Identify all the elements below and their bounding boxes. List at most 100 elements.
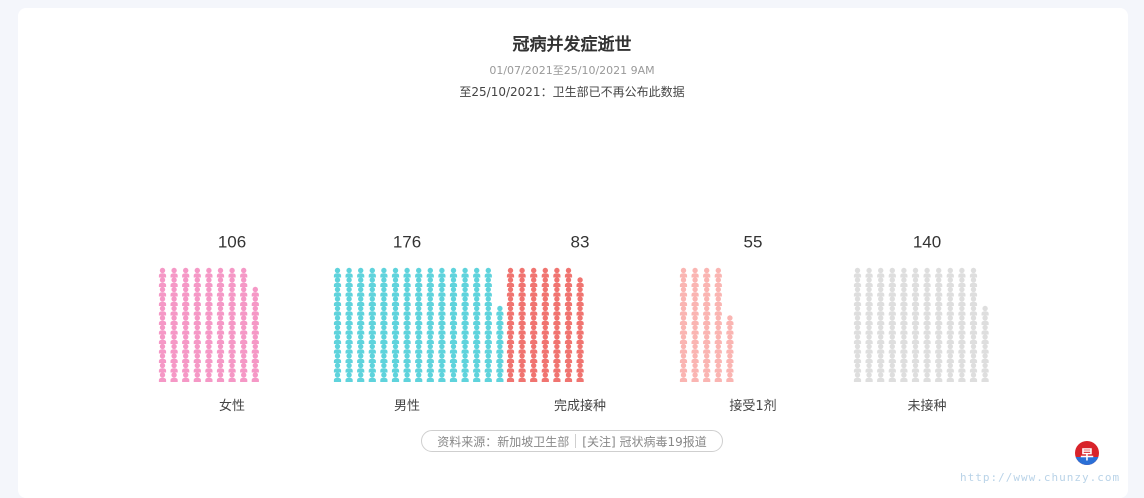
person-icon <box>969 334 978 344</box>
person-icon <box>900 267 908 278</box>
person-icon <box>703 277 711 287</box>
person-icon <box>714 324 722 335</box>
person-icon <box>946 315 954 325</box>
person-icon <box>240 353 248 363</box>
person-icon <box>391 286 400 297</box>
person-icon <box>679 286 688 297</box>
person-icon <box>438 324 446 335</box>
person-icon <box>228 362 236 373</box>
person-icon <box>553 343 561 354</box>
person-icon <box>403 286 411 297</box>
person-icon <box>368 305 376 316</box>
person-icon <box>888 324 896 335</box>
person-icon <box>426 372 434 382</box>
person-icon <box>900 296 908 306</box>
person-icon <box>703 343 711 354</box>
person-icon <box>877 315 885 325</box>
person-icon <box>461 362 469 373</box>
person-icon <box>182 286 190 297</box>
category-label: 男性 <box>394 399 420 414</box>
person-icon <box>438 305 446 316</box>
person-icon <box>228 353 236 363</box>
person-icon <box>853 343 862 354</box>
person-icon <box>530 286 538 297</box>
person-icon <box>679 362 688 373</box>
person-icon <box>461 334 469 344</box>
person-icon <box>415 324 423 335</box>
person-icon <box>888 343 896 354</box>
person-icon <box>484 296 492 306</box>
person-icon <box>484 277 492 287</box>
person-icon <box>564 324 573 335</box>
person-icon <box>170 372 178 382</box>
person-icon <box>461 343 469 354</box>
person-icon <box>691 305 699 316</box>
person-icon <box>911 315 920 325</box>
person-icon <box>391 296 400 306</box>
person-icon <box>380 362 388 373</box>
person-icon <box>461 324 469 335</box>
person-icon <box>368 315 376 325</box>
person-icon <box>691 353 699 363</box>
person-icon <box>900 277 908 287</box>
person-icon <box>530 343 538 354</box>
person-icon <box>158 305 167 316</box>
person-icon <box>946 277 954 287</box>
person-icon <box>703 267 711 278</box>
person-icon <box>228 286 236 297</box>
person-icon <box>380 286 388 297</box>
person-icon <box>853 362 862 373</box>
person-icon <box>182 372 190 382</box>
person-icon <box>345 286 353 297</box>
person-icon <box>216 353 225 363</box>
person-icon <box>484 372 492 382</box>
person-icon <box>205 267 213 278</box>
person-icon <box>576 372 584 382</box>
person-icon <box>703 353 711 363</box>
person-icon <box>888 296 896 306</box>
person-icon <box>900 286 908 297</box>
person-icon <box>923 353 931 363</box>
person-icon <box>553 315 561 325</box>
person-icon <box>576 296 584 306</box>
person-icon <box>691 296 699 306</box>
person-icon <box>703 362 711 373</box>
person-icon <box>853 267 862 278</box>
person-icon <box>368 343 376 354</box>
person-icon <box>518 343 526 354</box>
person-icon <box>193 286 201 297</box>
person-icon <box>158 362 167 373</box>
person-icon <box>473 343 481 354</box>
person-icon <box>865 334 873 344</box>
person-icon <box>391 305 400 316</box>
person-icon <box>403 362 411 373</box>
person-icon <box>357 277 365 287</box>
person-icon <box>216 334 225 344</box>
person-icon <box>473 372 481 382</box>
data-label: 106 <box>218 233 246 252</box>
person-icon <box>426 343 434 354</box>
person-icon <box>679 315 688 325</box>
person-icon <box>911 286 920 297</box>
person-icon <box>158 267 167 278</box>
person-icon <box>345 267 353 278</box>
person-icon <box>703 324 711 335</box>
chart-title: 冠病并发症逝世 <box>512 35 632 55</box>
person-icon <box>473 362 481 373</box>
person-icon <box>923 372 931 382</box>
zaobao-logo-icon[interactable]: 早 <box>1075 441 1099 465</box>
person-icon <box>911 334 920 344</box>
person-icon <box>345 296 353 306</box>
person-icon <box>345 362 353 373</box>
person-icon <box>403 334 411 344</box>
person-icon <box>900 315 908 325</box>
person-icon <box>969 277 978 287</box>
data-label: 140 <box>913 233 941 252</box>
follow-coverage-link[interactable]: [关注] 冠状病毒19报道 <box>582 434 707 449</box>
person-icon <box>691 343 699 354</box>
person-icon <box>449 296 458 306</box>
person-icon <box>714 286 722 297</box>
person-icon <box>473 353 481 363</box>
person-icon <box>461 296 469 306</box>
person-icon <box>564 353 573 363</box>
